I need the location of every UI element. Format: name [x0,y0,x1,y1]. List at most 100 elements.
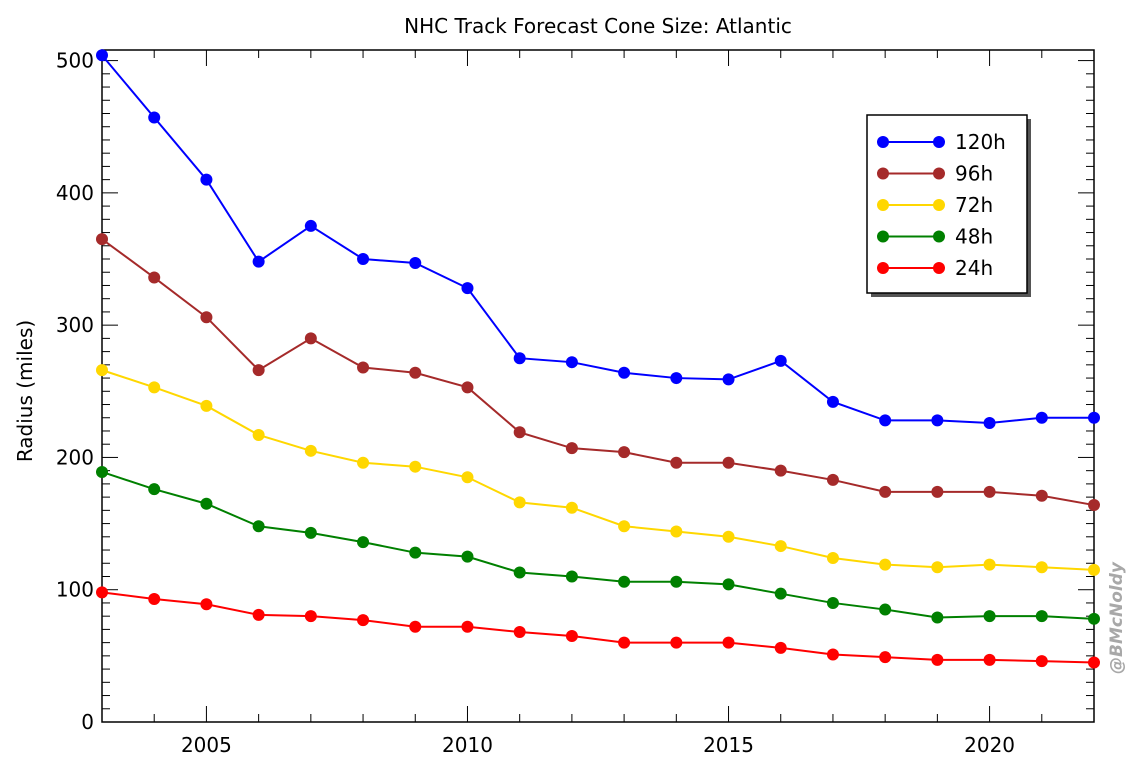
data-point-120h [461,282,474,295]
data-point-120h [96,49,108,62]
y-tick-label: 0 [81,710,94,734]
y-tick-label: 200 [56,445,94,469]
y-tick-label: 400 [56,181,94,205]
data-point-48h [879,603,892,616]
data-point-72h [461,471,474,484]
data-point-24h [618,636,631,649]
x-tick-label: 2010 [442,733,493,757]
series-96h [96,233,1100,512]
data-point-96h [879,485,892,498]
data-point-48h [1088,612,1100,625]
data-point-48h [670,575,683,588]
data-point-96h [252,364,265,377]
data-point-96h [931,485,944,498]
legend-marker [933,230,945,243]
data-point-24h [513,626,526,639]
data-point-96h [983,485,996,498]
data-point-96h [304,332,317,345]
data-point-48h [513,566,526,579]
data-point-120h [774,354,787,367]
series-line-48h [101,471,1095,620]
data-point-48h [148,483,161,496]
data-point-48h [357,536,370,549]
data-point-24h [1035,655,1048,668]
legend-marker [877,167,889,180]
data-point-72h [879,558,892,571]
data-point-48h [565,570,578,583]
data-point-96h [409,366,422,379]
data-point-120h [983,417,996,430]
series-48h [96,465,1100,625]
data-point-120h [618,366,631,379]
data-point-72h [931,561,944,574]
data-point-96h [722,456,735,469]
data-point-72h [513,496,526,509]
series-72h [96,364,1100,576]
data-point-24h [983,653,996,666]
data-point-48h [1035,610,1048,623]
data-point-96h [461,381,474,394]
chart-title: NHC Track Forecast Cone Size: Atlantic [404,14,792,38]
data-point-48h [409,546,422,559]
data-point-48h [983,610,996,623]
x-tick-label: 2015 [703,733,754,757]
data-point-96h [670,456,683,469]
data-point-72h [357,456,370,469]
data-point-24h [774,641,787,654]
data-point-72h [670,525,683,538]
plot-frame [101,49,1095,723]
legend-marker [933,136,945,148]
legend-marker [877,230,889,243]
data-point-72h [983,558,996,571]
data-point-24h [879,651,892,664]
legend-label: 72h [955,193,993,217]
data-point-72h [252,428,265,441]
data-point-96h [565,442,578,455]
data-point-24h [96,586,108,599]
data-point-120h [931,414,944,427]
data-point-72h [618,520,631,533]
legend-marker [933,199,945,211]
data-point-96h [826,473,839,486]
data-point-120h [1035,411,1048,424]
x-tick-label: 2005 [181,733,232,757]
data-point-72h [304,444,317,457]
series-line-72h [101,369,1095,571]
y-axis-label: Radius (miles) [13,320,37,462]
legend-label: 96h [955,162,993,186]
legend-label: 48h [955,225,993,249]
data-point-24h [304,610,317,623]
data-point-120h [1088,411,1100,424]
data-point-96h [618,446,631,459]
data-point-24h [461,620,474,633]
data-point-120h [409,256,422,269]
data-point-48h [96,465,108,478]
data-point-72h [148,381,161,394]
data-point-48h [461,550,474,563]
data-point-48h [252,520,265,533]
data-point-24h [670,636,683,649]
data-point-72h [565,501,578,514]
data-point-72h [826,551,839,564]
data-point-24h [357,614,370,627]
series-120h [96,49,1100,430]
data-point-48h [618,575,631,588]
data-point-24h [409,620,422,633]
series-line-120h [101,54,1094,425]
data-point-24h [252,608,265,621]
data-point-120h [304,219,317,232]
data-point-24h [565,630,578,643]
data-point-24h [722,636,735,649]
series-line-24h [101,591,1095,664]
y-tick-label: 300 [56,313,94,337]
data-point-120h [252,255,265,268]
data-point-48h [826,596,839,609]
data-point-120h [513,352,526,365]
series-24h [96,586,1100,669]
data-point-96h [200,311,213,324]
data-point-72h [1088,563,1100,576]
data-point-24h [826,648,839,661]
x-tick-label: 2020 [964,733,1015,757]
legend-marker [933,262,945,274]
